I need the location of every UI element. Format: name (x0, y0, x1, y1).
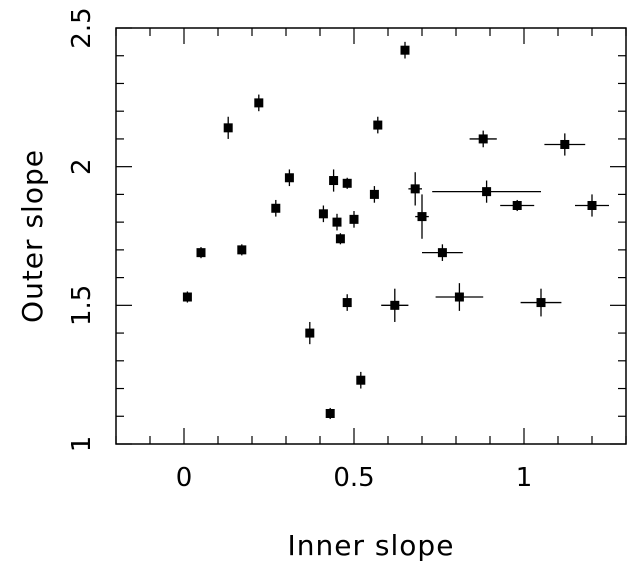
data-point (237, 244, 247, 256)
data-point (271, 199, 281, 217)
square-marker (318, 209, 328, 219)
square-marker (271, 203, 281, 213)
data-point (369, 186, 379, 203)
y-tick-label: 1.5 (67, 285, 97, 326)
square-marker (237, 245, 247, 255)
square-marker (369, 189, 379, 199)
square-marker (305, 328, 315, 338)
square-marker (454, 292, 464, 302)
data-point (381, 288, 409, 322)
data-point (305, 321, 315, 345)
data-point (575, 194, 609, 217)
data-points (182, 41, 609, 420)
y-tick-labels: 1 1.5 2 2.5 (67, 7, 97, 452)
data-point (408, 172, 422, 206)
axis-ticks (115, 27, 627, 445)
square-marker (417, 212, 427, 222)
data-point (223, 116, 233, 139)
data-point (544, 133, 586, 156)
square-marker (587, 200, 597, 210)
x-axis-title: Inner slope (288, 529, 455, 562)
x-tick-label: 0.5 (333, 463, 374, 493)
data-point (500, 199, 535, 212)
square-marker (349, 214, 359, 224)
square-marker (356, 375, 366, 385)
square-marker (560, 139, 570, 149)
square-marker (332, 217, 342, 227)
data-point (182, 291, 192, 303)
data-point (432, 180, 541, 203)
square-marker (284, 173, 294, 183)
square-marker (196, 248, 206, 258)
data-point (349, 211, 359, 228)
data-point (342, 177, 352, 189)
square-marker (335, 234, 345, 244)
data-point (196, 247, 206, 259)
data-point (254, 94, 264, 112)
data-point (422, 244, 463, 261)
data-point (284, 169, 294, 187)
square-marker (512, 200, 522, 210)
square-marker (437, 248, 447, 258)
y-axis-title: Outer slope (16, 149, 49, 323)
square-marker (536, 298, 546, 308)
data-point (329, 169, 339, 192)
x-tick-label: 1 (516, 463, 533, 493)
square-marker (373, 120, 383, 130)
x-tick-label: 0 (176, 463, 193, 493)
y-tick-label: 2 (67, 158, 97, 175)
square-marker (342, 178, 352, 188)
square-marker (390, 300, 400, 310)
data-point (332, 213, 342, 231)
data-point (400, 41, 410, 59)
plot-frame (115, 27, 627, 445)
data-point (373, 116, 383, 134)
square-marker (482, 187, 492, 197)
square-marker (325, 408, 335, 418)
data-point (342, 294, 352, 311)
square-marker (410, 184, 420, 194)
square-marker (478, 134, 488, 144)
data-point (318, 205, 328, 223)
data-point (335, 233, 345, 245)
square-marker (254, 98, 264, 108)
data-point (356, 371, 366, 389)
data-point (469, 130, 497, 148)
data-point (415, 194, 429, 239)
square-marker (342, 298, 352, 308)
y-tick-label: 2.5 (67, 7, 97, 48)
square-marker (329, 176, 339, 186)
square-marker (400, 45, 410, 55)
data-point (520, 288, 562, 317)
y-tick-label: 1 (67, 436, 97, 453)
x-tick-labels: 0 0.5 1 (176, 463, 533, 493)
square-marker (223, 123, 233, 133)
square-marker (182, 292, 192, 302)
data-point (325, 407, 335, 420)
data-point (435, 283, 484, 311)
